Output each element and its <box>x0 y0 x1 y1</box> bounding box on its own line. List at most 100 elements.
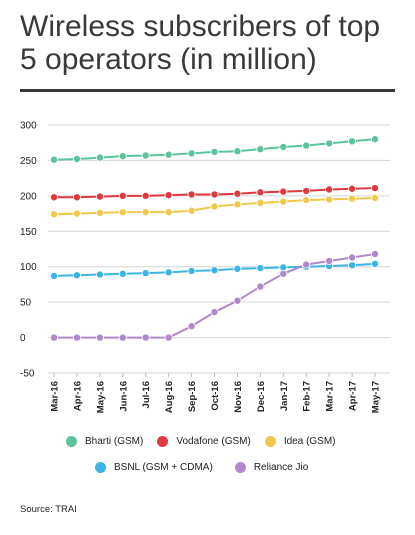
y-tick-label: 300 <box>20 121 37 132</box>
data-point-1-1 <box>72 193 81 202</box>
data-point-4-11 <box>302 260 311 269</box>
legend-dot-bharti <box>66 436 77 447</box>
data-point-4-10 <box>279 269 288 278</box>
x-tick-label: Sep-16 <box>187 381 198 412</box>
data-point-2-0 <box>50 210 59 219</box>
data-point-4-6 <box>187 322 196 331</box>
data-point-3-5 <box>164 268 173 277</box>
data-point-4-3 <box>118 333 127 342</box>
data-point-1-13 <box>348 184 357 193</box>
legend-label-idea: Idea (GSM) <box>283 436 336 447</box>
data-point-0-3 <box>118 152 127 161</box>
data-point-2-10 <box>279 197 288 206</box>
legend-item-bharti[interactable]: Bharti (GSM) <box>66 436 143 447</box>
data-point-3-14 <box>370 259 379 268</box>
data-point-0-4 <box>141 151 150 160</box>
x-tick-label: Oct-16 <box>210 381 221 411</box>
x-tick-label: May-17 <box>371 381 382 413</box>
y-tick-label: 200 <box>20 191 37 202</box>
data-point-2-1 <box>72 209 81 218</box>
data-point-3-6 <box>187 266 196 275</box>
data-point-0-13 <box>348 137 357 146</box>
legend-item-jio[interactable]: Reliance Jio <box>234 462 309 473</box>
data-point-4-4 <box>141 333 150 342</box>
data-point-0-5 <box>164 150 173 159</box>
legend-item-vodafone[interactable]: Vodafone (GSM) <box>157 436 251 447</box>
legend-label-vodafone: Vodafone (GSM) <box>176 436 251 447</box>
y-tick-label: 250 <box>20 156 37 167</box>
data-point-1-3 <box>118 191 127 200</box>
data-point-1-6 <box>187 190 196 199</box>
data-point-2-2 <box>95 208 104 217</box>
data-point-3-8 <box>233 264 242 273</box>
x-tick-label: Jun-16 <box>118 381 129 412</box>
y-tick-label: 0 <box>20 333 26 344</box>
legend-label-bsnl: BSNL (GSM + CDMA) <box>114 462 213 473</box>
data-point-0-7 <box>210 147 219 156</box>
x-tick-label: Nov-16 <box>233 381 244 413</box>
data-point-0-0 <box>50 155 59 164</box>
data-point-3-9 <box>256 264 265 273</box>
data-point-1-0 <box>50 193 59 202</box>
data-point-3-2 <box>95 270 104 279</box>
data-point-4-8 <box>233 296 242 305</box>
data-point-4-9 <box>256 282 265 291</box>
data-point-4-0 <box>50 333 59 342</box>
data-point-0-14 <box>370 135 379 144</box>
x-tick-label: Mar-16 <box>50 381 61 412</box>
data-point-4-2 <box>95 333 104 342</box>
data-point-4-12 <box>325 257 334 266</box>
data-point-1-10 <box>279 187 288 196</box>
legend-label-bharti: Bharti (GSM) <box>85 436 144 447</box>
legend-dot-idea <box>264 436 276 447</box>
data-point-4-14 <box>370 249 379 258</box>
data-point-2-9 <box>256 198 265 207</box>
data-point-3-13 <box>348 261 357 270</box>
data-point-2-11 <box>302 196 311 205</box>
data-point-1-14 <box>370 184 379 193</box>
x-tick-label: Dec-16 <box>256 381 267 412</box>
data-point-1-9 <box>256 188 265 197</box>
y-tick-label: 150 <box>20 227 37 238</box>
data-point-1-4 <box>141 191 150 200</box>
data-point-2-6 <box>187 206 196 215</box>
data-point-2-14 <box>370 193 379 202</box>
data-point-3-1 <box>72 271 81 280</box>
legend-item-idea[interactable]: Idea (GSM) <box>264 436 336 447</box>
data-point-0-2 <box>95 153 104 162</box>
data-point-2-12 <box>325 195 334 204</box>
data-point-3-3 <box>118 269 127 278</box>
data-point-1-5 <box>164 191 173 200</box>
data-point-3-7 <box>210 266 219 275</box>
data-point-4-5 <box>164 333 173 342</box>
data-point-2-13 <box>348 194 357 203</box>
legend-label-jio: Reliance Jio <box>253 462 309 473</box>
data-point-2-8 <box>233 200 242 209</box>
data-point-4-7 <box>210 308 219 317</box>
data-point-1-12 <box>325 185 334 194</box>
data-point-0-9 <box>256 145 265 154</box>
data-point-2-3 <box>118 208 127 217</box>
x-tick-label: Apr-16 <box>72 381 83 411</box>
data-point-4-13 <box>348 253 357 262</box>
x-tick-label: May-16 <box>95 381 106 413</box>
data-point-2-5 <box>164 208 173 217</box>
data-point-0-1 <box>72 155 81 164</box>
source-note: Source: TRAI <box>20 504 77 515</box>
y-tick-label: 100 <box>20 262 37 273</box>
data-point-0-6 <box>187 149 196 158</box>
data-point-1-8 <box>233 189 242 198</box>
x-tick-label: Apr-17 <box>348 381 359 411</box>
data-point-0-8 <box>233 147 242 156</box>
legend-item-bsnl[interactable]: BSNL (GSM + CDMA) <box>95 462 213 473</box>
data-point-0-10 <box>279 142 288 151</box>
y-tick-label: -50 <box>20 369 35 380</box>
data-point-0-12 <box>325 139 334 148</box>
chart-title: Wireless subscribers of top 5 operators … <box>20 10 381 76</box>
data-point-4-1 <box>72 333 81 342</box>
x-tick-label: Jul-16 <box>141 381 152 408</box>
legend-dot-bsnl <box>95 462 106 473</box>
data-point-0-11 <box>302 141 311 150</box>
data-point-3-4 <box>141 269 150 278</box>
